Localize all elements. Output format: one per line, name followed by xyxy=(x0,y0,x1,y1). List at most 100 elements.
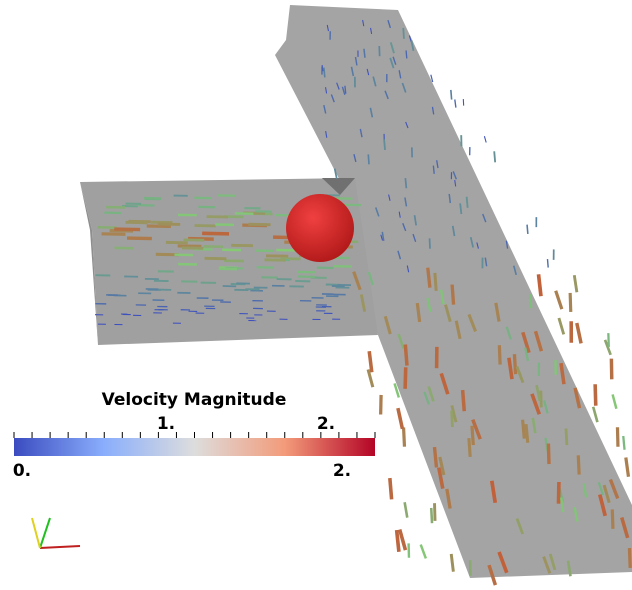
glyph xyxy=(568,292,573,312)
glyph xyxy=(620,517,630,539)
glyph xyxy=(325,130,328,138)
glyph xyxy=(515,366,525,384)
glyph xyxy=(323,67,326,78)
glyph xyxy=(372,76,377,87)
glyph xyxy=(546,259,549,268)
glyph xyxy=(114,227,141,232)
glyph xyxy=(397,529,408,551)
glyph xyxy=(476,242,479,249)
glyph xyxy=(526,224,529,235)
legend-label: 1. xyxy=(157,414,175,434)
glyph xyxy=(367,154,370,165)
glyph xyxy=(404,197,408,207)
glyph xyxy=(452,171,457,180)
glyph xyxy=(406,265,410,273)
glyph xyxy=(460,389,467,412)
glyph xyxy=(388,194,391,201)
glyph xyxy=(566,560,572,577)
glyph xyxy=(202,231,230,236)
legend-ticks xyxy=(13,432,376,438)
glyph xyxy=(448,193,452,204)
glyph xyxy=(524,423,530,443)
glyph xyxy=(465,196,469,208)
glyph xyxy=(370,27,373,34)
glyph xyxy=(323,104,327,114)
glyph xyxy=(467,313,477,333)
glyph xyxy=(429,507,434,524)
glyph xyxy=(402,223,407,232)
glyph xyxy=(582,483,588,498)
glyph xyxy=(383,139,386,150)
glyph xyxy=(535,384,542,402)
glyph xyxy=(482,213,487,223)
glyph xyxy=(557,317,566,335)
glyph xyxy=(554,290,564,310)
glyph xyxy=(325,87,328,94)
glyph xyxy=(394,529,401,552)
glyph xyxy=(483,136,487,143)
glyph xyxy=(622,435,626,450)
glyph xyxy=(572,275,579,293)
glyph xyxy=(438,456,446,476)
glyph xyxy=(573,506,579,522)
glyph xyxy=(531,417,537,434)
glyph xyxy=(336,82,340,90)
glyph xyxy=(344,85,347,94)
glyph xyxy=(493,151,497,163)
glyph xyxy=(575,322,583,344)
glyph xyxy=(436,160,439,169)
glyph xyxy=(405,121,409,129)
legend-label: 2. xyxy=(317,414,335,434)
glyph xyxy=(593,384,598,406)
glyph xyxy=(359,294,367,312)
glyph xyxy=(548,553,557,571)
glyph xyxy=(564,428,569,446)
glyph xyxy=(402,27,405,39)
glyph xyxy=(403,344,409,366)
glyph xyxy=(539,390,543,408)
glyph xyxy=(439,372,450,395)
glyph xyxy=(450,284,456,305)
glyph xyxy=(393,383,401,398)
glyph xyxy=(454,179,457,187)
glyph xyxy=(559,362,566,385)
legend-title: Velocity Magnitude xyxy=(102,390,287,410)
color-bar xyxy=(14,438,375,456)
glyph xyxy=(521,331,531,354)
legend-range-label: 0. xyxy=(13,461,31,481)
glyph xyxy=(439,289,445,305)
glyph xyxy=(383,315,392,335)
glyph xyxy=(469,236,474,248)
glyph xyxy=(397,333,405,349)
glyph xyxy=(451,225,456,237)
glyph xyxy=(380,234,383,241)
glyph xyxy=(602,484,611,504)
glyph xyxy=(484,257,488,267)
glyph xyxy=(611,394,618,410)
junction-shadow xyxy=(322,178,355,195)
glyph xyxy=(487,564,498,586)
glyph xyxy=(430,74,434,83)
orientation-axes xyxy=(31,517,81,549)
glyph xyxy=(489,480,498,504)
glyph xyxy=(449,553,455,572)
glyph xyxy=(353,154,357,163)
glyph xyxy=(450,89,453,100)
glyph xyxy=(598,494,607,517)
glyph xyxy=(333,168,338,179)
glyph xyxy=(403,502,409,518)
glyph xyxy=(546,443,551,465)
glyph xyxy=(459,203,463,215)
glyph xyxy=(341,86,346,96)
glyph xyxy=(330,94,335,103)
glyph xyxy=(542,556,552,574)
glyph xyxy=(445,488,452,509)
glyph xyxy=(398,211,401,218)
glyph xyxy=(413,215,417,226)
glyph xyxy=(423,391,430,405)
glyph xyxy=(515,518,525,535)
glyph xyxy=(396,407,405,430)
glyph xyxy=(470,425,475,446)
glyph xyxy=(512,354,518,375)
